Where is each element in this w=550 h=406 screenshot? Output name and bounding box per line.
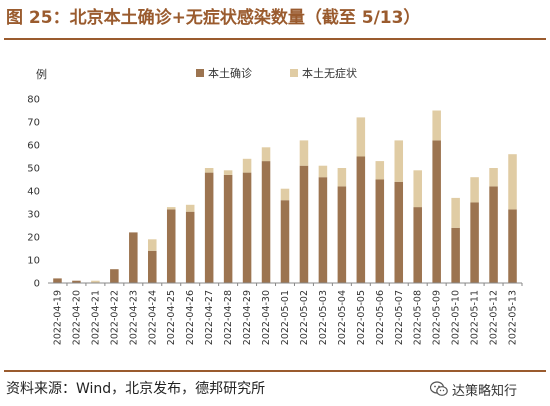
bar-confirmed (318, 177, 328, 283)
bar-asymptomatic (223, 170, 233, 175)
legend-label-asymptomatic: 本土无症状 (302, 66, 357, 80)
x-tick-label: 2022-05-13 (508, 290, 519, 345)
y-tick-label: 40 (27, 187, 40, 198)
legend-swatch-confirmed (196, 69, 204, 77)
y-tick-label: 10 (27, 256, 40, 267)
bar-confirmed (356, 156, 366, 283)
y-axis-ticks: 0 10 20 30 40 50 60 70 80 (27, 95, 40, 290)
bar-asymptomatic (413, 170, 422, 208)
y-tick-label: 80 (27, 95, 40, 106)
y-tick-label: 50 (27, 164, 40, 175)
bar-confirmed (261, 161, 271, 283)
x-tick-label: 2022-05-08 (413, 290, 424, 345)
x-tick-label: 2022-04-24 (147, 290, 158, 345)
bar-confirmed (470, 202, 479, 283)
x-tick-label: 2022-04-20 (71, 290, 82, 345)
bar-asymptomatic (508, 154, 517, 210)
bar-confirmed (375, 179, 385, 283)
bar-confirmed (299, 165, 309, 283)
bar-asymptomatic (242, 158, 252, 173)
bar-asymptomatic (280, 188, 290, 201)
y-tick-label: 60 (27, 141, 40, 152)
bar-confirmed (129, 232, 138, 283)
bar-confirmed (204, 172, 214, 283)
x-tick-label: 2022-05-06 (375, 290, 386, 345)
bar-asymptomatic (185, 204, 195, 212)
bar-confirmed (508, 209, 517, 283)
bar-asymptomatic (470, 177, 479, 203)
x-tick-label: 2022-04-27 (204, 290, 215, 345)
bar-asymptomatic (451, 197, 460, 228)
bar-asymptomatic (261, 147, 271, 162)
x-tick-label: 2022-05-02 (299, 290, 310, 345)
bar-confirmed (413, 207, 422, 283)
x-tick-label: 2022-05-10 (451, 290, 462, 345)
bar-asymptomatic (337, 168, 347, 187)
bar-asymptomatic (318, 165, 328, 178)
bar-asymptomatic (394, 140, 404, 182)
chart-title: 图 25：北京本土确诊+无症状感染数量（截至 5/13） (6, 8, 421, 28)
x-tick-label: 2022-04-25 (166, 290, 177, 345)
bar-confirmed (432, 140, 441, 283)
y-axis-unit-label: 例 (36, 67, 47, 81)
x-tick-label: 2022-05-12 (489, 290, 500, 345)
bar-asymptomatic (166, 207, 176, 210)
bar-confirmed (53, 278, 62, 283)
bar-confirmed (185, 211, 195, 283)
source-note: 资料来源：Wind，北京发布，德邦研究所 (6, 381, 266, 397)
x-tick-label: 2022-05-11 (470, 290, 481, 345)
x-tick-label: 2022-05-05 (356, 290, 367, 345)
bar-asymptomatic (148, 239, 157, 251)
wechat-icon (430, 381, 448, 396)
x-tick-label: 2022-05-01 (280, 290, 291, 345)
x-tick-label: 2022-05-09 (432, 290, 443, 345)
x-tick-label: 2022-04-29 (242, 290, 253, 345)
x-axis-ticks: 2022-04-19 2022-04-20 2022-04-21 2022-04-22… (52, 283, 523, 345)
x-tick-label: 2022-04-28 (223, 290, 234, 345)
bar-asymptomatic (375, 161, 385, 180)
bar-asymptomatic (299, 140, 309, 166)
x-tick-label: 2022-05-07 (394, 290, 405, 345)
bar-confirmed (489, 186, 498, 283)
x-tick-label: 2022-04-23 (128, 290, 139, 345)
bar-confirmed (280, 200, 290, 283)
bar-confirmed (451, 227, 460, 283)
x-tick-label: 2022-05-04 (337, 290, 348, 345)
bar-confirmed (148, 250, 157, 283)
x-tick-label: 2022-05-03 (318, 290, 329, 345)
x-tick-label: 2022-04-26 (185, 290, 196, 345)
bar-asymptomatic (91, 280, 100, 283)
bar-confirmed (110, 269, 119, 283)
bar-confirmed (166, 209, 176, 283)
bar-confirmed (337, 186, 347, 283)
bar-asymptomatic (356, 117, 366, 157)
x-tick-label: 2022-04-19 (52, 290, 63, 345)
y-tick-label: 0 (34, 279, 40, 290)
bar-confirmed (242, 172, 252, 283)
x-tick-label: 2022-04-30 (261, 290, 272, 345)
bar-confirmed (394, 181, 404, 283)
bar-confirmed (223, 174, 233, 283)
legend-label-confirmed: 本土确诊 (208, 66, 252, 80)
legend-swatch-asymptomatic (290, 69, 298, 77)
wechat-watermark: 达策略知行 (430, 378, 517, 400)
y-tick-label: 20 (27, 233, 40, 244)
bar-asymptomatic (432, 110, 441, 141)
y-tick-label: 30 (27, 210, 40, 221)
watermark-text: 达策略知行 (452, 383, 518, 399)
y-tick-label: 70 (27, 118, 40, 129)
x-tick-label: 2022-04-22 (109, 290, 120, 345)
bar-asymptomatic (489, 168, 498, 187)
bar-asymptomatic (204, 168, 214, 173)
stacked-bar-chart: 例 本土确诊 本土无症状 0 10 20 30 40 50 60 70 80 2022-04-1… (27, 66, 523, 345)
title-divider (4, 38, 546, 40)
footer-divider (4, 370, 546, 372)
legend: 本土确诊 本土无症状 (196, 66, 357, 80)
x-tick-label: 2022-04-21 (90, 290, 101, 345)
bars (53, 110, 517, 283)
bar-confirmed (72, 280, 81, 283)
